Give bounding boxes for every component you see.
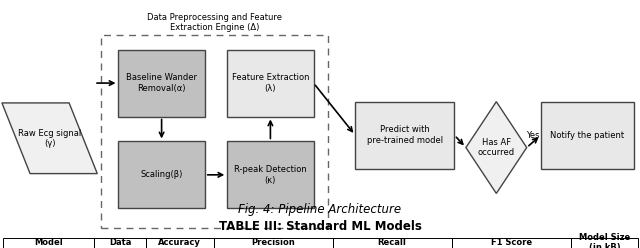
Bar (355, 102, 454, 169)
Text: Model: Model (35, 238, 63, 247)
Bar (3, 238, 95, 248)
Text: Data: Data (109, 238, 131, 247)
Text: Accuracy: Accuracy (158, 238, 201, 247)
Bar (146, 238, 214, 248)
Bar (333, 238, 452, 248)
Bar (118, 141, 205, 208)
Text: Data Preprocessing and Feature
Extraction Engine (Δ): Data Preprocessing and Feature Extractio… (147, 13, 282, 32)
Bar (95, 238, 146, 248)
Text: Baseline Wander
Removal(α): Baseline Wander Removal(α) (126, 73, 197, 93)
Polygon shape (466, 102, 527, 193)
Text: F1 Score: F1 Score (490, 238, 532, 247)
Bar (227, 50, 314, 117)
Text: R-peak Detection
(κ): R-peak Detection (κ) (234, 165, 307, 185)
Bar (227, 141, 314, 208)
Text: Has AF
occurred: Has AF occurred (477, 138, 515, 157)
Text: Precision: Precision (251, 238, 295, 247)
Text: Feature Extraction
(λ): Feature Extraction (λ) (232, 73, 309, 93)
Bar (101, 35, 328, 228)
Text: Notify the patient: Notify the patient (550, 131, 624, 140)
Polygon shape (2, 103, 97, 174)
Text: Recall: Recall (378, 238, 406, 247)
Bar (452, 238, 571, 248)
Text: Fig. 4: Pipeline Architecture: Fig. 4: Pipeline Architecture (239, 203, 401, 216)
Text: Predict with
pre-trained model: Predict with pre-trained model (367, 125, 443, 145)
Text: Scaling(β): Scaling(β) (140, 170, 183, 179)
Text: Model Size
(in kB): Model Size (in kB) (579, 233, 630, 248)
Bar (571, 238, 638, 248)
Bar (541, 102, 634, 169)
Text: Yes: Yes (525, 131, 540, 140)
Bar (214, 238, 333, 248)
Bar (118, 50, 205, 117)
Text: Raw Ecg signal
(γ): Raw Ecg signal (γ) (18, 128, 81, 148)
Text: TABLE III: Standard ML Models: TABLE III: Standard ML Models (219, 220, 421, 233)
